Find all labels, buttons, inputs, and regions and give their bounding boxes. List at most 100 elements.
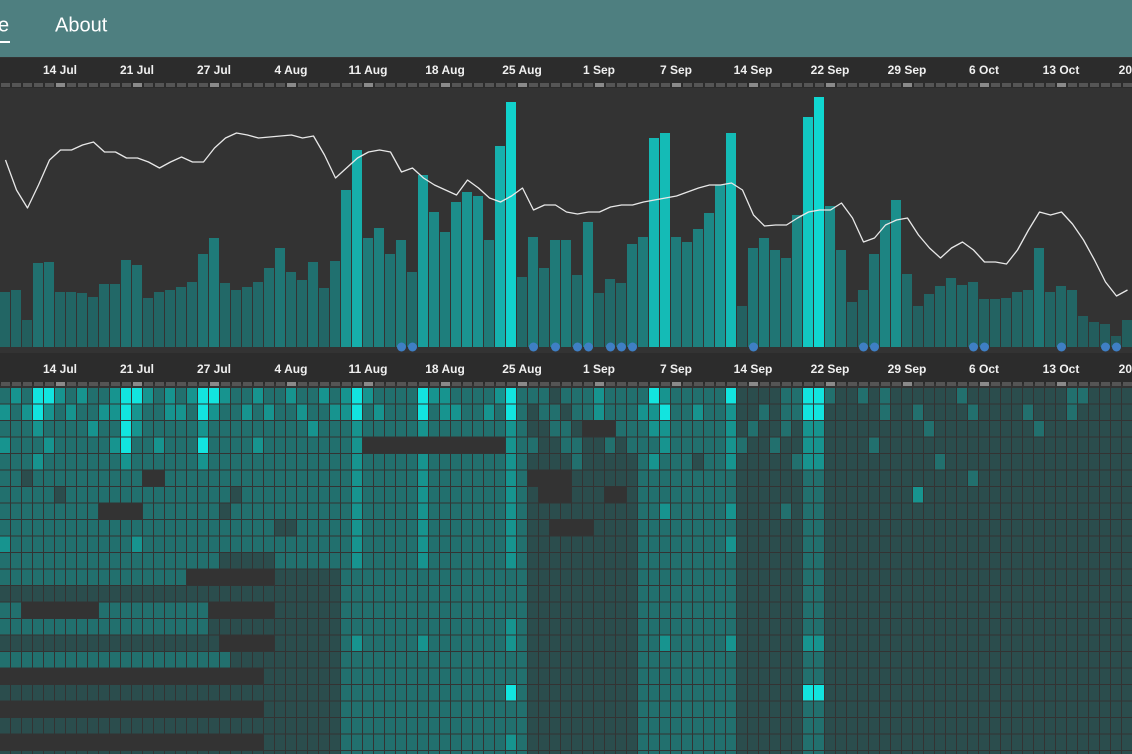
heat-cell bbox=[0, 388, 10, 404]
heat-cell bbox=[275, 487, 285, 503]
ruler-tick bbox=[760, 83, 769, 87]
heat-cell bbox=[88, 619, 98, 635]
heat-cell bbox=[440, 553, 450, 569]
heat-cell bbox=[979, 718, 989, 734]
heat-cell bbox=[132, 404, 142, 420]
heat-cell bbox=[594, 734, 604, 750]
heat-cell bbox=[330, 404, 340, 420]
heat-cell bbox=[473, 718, 483, 734]
heat-cell bbox=[22, 487, 32, 503]
heat-cell bbox=[770, 751, 780, 754]
heat-cell bbox=[869, 404, 879, 420]
heat-cell bbox=[902, 470, 912, 486]
heat-cell bbox=[1078, 668, 1088, 684]
heat-cell bbox=[968, 718, 978, 734]
heat-cell bbox=[121, 602, 131, 618]
heat-cell bbox=[935, 520, 945, 536]
heat-cell bbox=[583, 718, 593, 734]
heat-cell bbox=[704, 421, 714, 437]
heat-cell bbox=[165, 553, 175, 569]
heat-cell bbox=[33, 718, 43, 734]
heat-cell bbox=[1001, 503, 1011, 519]
heat-cell bbox=[341, 602, 351, 618]
heat-cell bbox=[946, 701, 956, 717]
heat-cell bbox=[869, 470, 879, 486]
heat-cell bbox=[506, 421, 516, 437]
heat-cell bbox=[77, 569, 87, 585]
heat-cell bbox=[1056, 536, 1066, 552]
heat-cell bbox=[814, 652, 824, 668]
heat-cell bbox=[253, 685, 263, 701]
heat-cell bbox=[737, 520, 747, 536]
heat-cell bbox=[198, 520, 208, 536]
heat-cell bbox=[946, 751, 956, 754]
heat-cell bbox=[352, 751, 362, 754]
heat-cell bbox=[1111, 437, 1121, 453]
heat-cell bbox=[759, 520, 769, 536]
heat-cell bbox=[220, 437, 230, 453]
heat-cell bbox=[121, 569, 131, 585]
ruler-tick bbox=[804, 382, 813, 386]
heat-cell bbox=[88, 569, 98, 585]
heat-cell bbox=[154, 404, 164, 420]
heat-cell bbox=[979, 751, 989, 754]
heat-cell bbox=[935, 586, 945, 602]
heat-cell bbox=[902, 668, 912, 684]
heat-cell bbox=[77, 553, 87, 569]
heat-cell bbox=[341, 569, 351, 585]
heat-cell bbox=[814, 619, 824, 635]
nav-home[interactable]: e bbox=[0, 14, 9, 36]
heat-cell bbox=[286, 718, 296, 734]
heat-cell bbox=[1078, 751, 1088, 754]
heat-cell bbox=[594, 668, 604, 684]
heat-cell bbox=[187, 520, 197, 536]
heat-cell bbox=[1056, 487, 1066, 503]
heat-cell bbox=[341, 685, 351, 701]
date-label: 29 Sep bbox=[888, 362, 927, 376]
heat-cell bbox=[616, 503, 626, 519]
heat-cell bbox=[341, 553, 351, 569]
heat-cell bbox=[286, 487, 296, 503]
heat-cell bbox=[902, 553, 912, 569]
heat-cell bbox=[297, 503, 307, 519]
heat-cell bbox=[121, 619, 131, 635]
heat-cell bbox=[484, 404, 494, 420]
heat-cell bbox=[506, 553, 516, 569]
heat-cell bbox=[825, 701, 835, 717]
nav-about[interactable]: About bbox=[55, 14, 108, 36]
heat-cell bbox=[550, 553, 560, 569]
heat-cell bbox=[176, 602, 186, 618]
heat-cell bbox=[33, 503, 43, 519]
heat-cell bbox=[682, 652, 692, 668]
heat-cell bbox=[836, 668, 846, 684]
heat-cell bbox=[682, 520, 692, 536]
heat-cell bbox=[99, 388, 109, 404]
heat-cell bbox=[407, 404, 417, 420]
heat-cell bbox=[671, 421, 681, 437]
heat-cell bbox=[1100, 487, 1110, 503]
heat-cell bbox=[836, 701, 846, 717]
heat-cell bbox=[638, 635, 648, 651]
heat-cell bbox=[429, 734, 439, 750]
heat-cell bbox=[176, 470, 186, 486]
heat-cell bbox=[231, 635, 241, 651]
heat-cell bbox=[341, 503, 351, 519]
ruler-tick bbox=[518, 382, 527, 386]
ruler-tick bbox=[331, 83, 340, 87]
heat-cell bbox=[11, 437, 21, 453]
heat-cell bbox=[341, 421, 351, 437]
heat-cell bbox=[924, 553, 934, 569]
heat-cell bbox=[407, 553, 417, 569]
heat-cell bbox=[825, 553, 835, 569]
heat-cell bbox=[792, 701, 802, 717]
heat-cell bbox=[286, 652, 296, 668]
heat-cell bbox=[506, 602, 516, 618]
heat-cell bbox=[649, 503, 659, 519]
ruler-tick bbox=[199, 83, 208, 87]
heat-cell bbox=[88, 602, 98, 618]
heat-cell bbox=[715, 652, 725, 668]
bar bbox=[528, 237, 538, 347]
heat-cell bbox=[396, 569, 406, 585]
heat-cell bbox=[858, 421, 868, 437]
heat-cell bbox=[902, 404, 912, 420]
